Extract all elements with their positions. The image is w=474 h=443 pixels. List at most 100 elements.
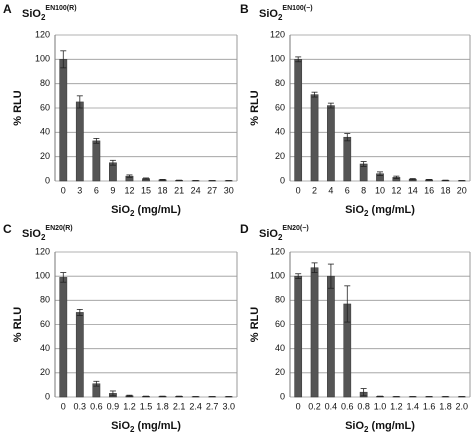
xlabel-sub: 2	[130, 425, 135, 434]
error-bar	[126, 174, 133, 178]
error-bar	[93, 138, 100, 144]
error-bar	[295, 273, 302, 279]
x-tick-label: 15	[141, 185, 151, 195]
x-tick-label: 24	[191, 185, 201, 195]
error-bar	[76, 95, 83, 109]
title-sup: EN100(R)	[45, 5, 76, 12]
x-tick-label: 12	[124, 185, 134, 195]
x-tick-label: 2.1	[173, 401, 186, 411]
error-bar	[143, 177, 149, 180]
y-tick-label: 100	[35, 271, 50, 281]
title-sub: 2	[278, 233, 283, 242]
y-tick-label: 40	[275, 343, 285, 353]
xlabel-rest: (mg/mL)	[134, 204, 181, 216]
bar	[310, 94, 319, 182]
x-tick-label: 0.9	[107, 401, 120, 411]
error-bar	[327, 263, 334, 289]
x-tick-label: 6	[94, 185, 99, 195]
title-base: SiO	[259, 228, 278, 240]
error-bar	[93, 380, 100, 387]
y-tick-label: 120	[270, 29, 285, 39]
x-tick-label: 0.6	[341, 401, 354, 411]
error-bar	[159, 179, 166, 181]
error-bar	[360, 388, 367, 397]
y-tick-label: 40	[40, 127, 50, 137]
y-tick-label: 20	[275, 151, 285, 161]
x-tick-label: 3.0	[222, 401, 235, 411]
y-tick-label: 120	[35, 246, 50, 256]
x-tick-label: 10	[375, 185, 385, 195]
y-tick-label: 20	[275, 367, 285, 377]
y-tick-label: 100	[35, 54, 50, 64]
x-axis-label: SiO2 (mg/mL)	[111, 420, 181, 434]
error-bar	[76, 308, 83, 316]
x-tick-label: 2.4	[189, 401, 202, 411]
y-tick-label: 0	[280, 175, 285, 185]
bar	[59, 277, 68, 398]
x-tick-label: 0.6	[90, 401, 103, 411]
x-tick-label: 27	[207, 185, 217, 195]
title-base: SiO	[259, 8, 278, 20]
x-tick-label: 0.2	[308, 401, 321, 411]
y-tick-label: 20	[40, 367, 50, 377]
xlabel-rest: (mg/mL)	[368, 420, 415, 432]
x-tick-label: 0.4	[325, 401, 338, 411]
error-bar	[426, 179, 433, 181]
panel-letter: C	[3, 222, 12, 236]
x-tick-label: 2	[312, 185, 317, 195]
y-tick-label: 80	[40, 295, 50, 305]
y-tick-label: 80	[40, 78, 50, 88]
panel-title: SiO2EN100(R)	[22, 5, 77, 22]
panel-title: SiO2EN20(R)	[22, 225, 73, 242]
error-bar	[327, 102, 334, 109]
x-tick-label: 1.6	[423, 401, 436, 411]
xlabel-rest: (mg/mL)	[134, 420, 181, 432]
title-sup: EN20(−)	[282, 225, 308, 232]
bar	[75, 312, 84, 398]
x-tick-label: 1.0	[374, 401, 387, 411]
x-tick-label: 2.0	[456, 401, 469, 411]
bar	[75, 101, 84, 182]
x-tick-label: 1.5	[140, 401, 153, 411]
xlabel-sub: 2	[130, 209, 135, 218]
bar	[59, 59, 68, 182]
y-tick-label: 80	[275, 295, 285, 305]
bar	[327, 105, 335, 182]
panel-letter: B	[240, 2, 249, 16]
bar	[294, 275, 303, 398]
x-tick-label: 12	[391, 185, 401, 195]
error-bar	[360, 161, 367, 167]
y-tick-label: 60	[275, 102, 285, 112]
error-bar	[60, 272, 67, 283]
xlabel-base: SiO	[345, 204, 364, 216]
x-tick-label: 1.8	[439, 401, 452, 411]
y-tick-label: 60	[40, 319, 50, 329]
y-tick-label: 100	[270, 271, 285, 281]
y-tick-label: 20	[40, 151, 50, 161]
y-tick-label: 100	[270, 54, 285, 64]
xlabel-sub: 2	[364, 209, 369, 218]
error-bar	[60, 50, 67, 69]
title-sub: 2	[41, 13, 46, 22]
xlabel-base: SiO	[111, 420, 130, 432]
x-tick-label: 14	[408, 185, 418, 195]
y-tick-label: 40	[40, 343, 50, 353]
error-bar	[377, 171, 383, 176]
panel-title: SiO2EN20(−)	[259, 225, 309, 242]
x-tick-label: 1.4	[406, 401, 419, 411]
x-tick-label: 20	[457, 185, 467, 195]
x-tick-label: 9	[110, 185, 115, 195]
title-sup: EN20(R)	[45, 225, 72, 232]
y-axis-label: % RLU	[12, 90, 24, 126]
y-tick-label: 60	[40, 102, 50, 112]
x-tick-label: 6	[345, 185, 350, 195]
x-tick-label: 0	[61, 401, 66, 411]
x-axis-label: SiO2 (mg/mL)	[345, 204, 415, 218]
x-tick-label: 8	[361, 185, 366, 195]
title-sub: 2	[41, 233, 46, 242]
x-tick-label: 16	[424, 185, 434, 195]
error-bar	[126, 394, 133, 397]
error-bar	[311, 262, 318, 273]
x-tick-label: 1.2	[390, 401, 403, 411]
